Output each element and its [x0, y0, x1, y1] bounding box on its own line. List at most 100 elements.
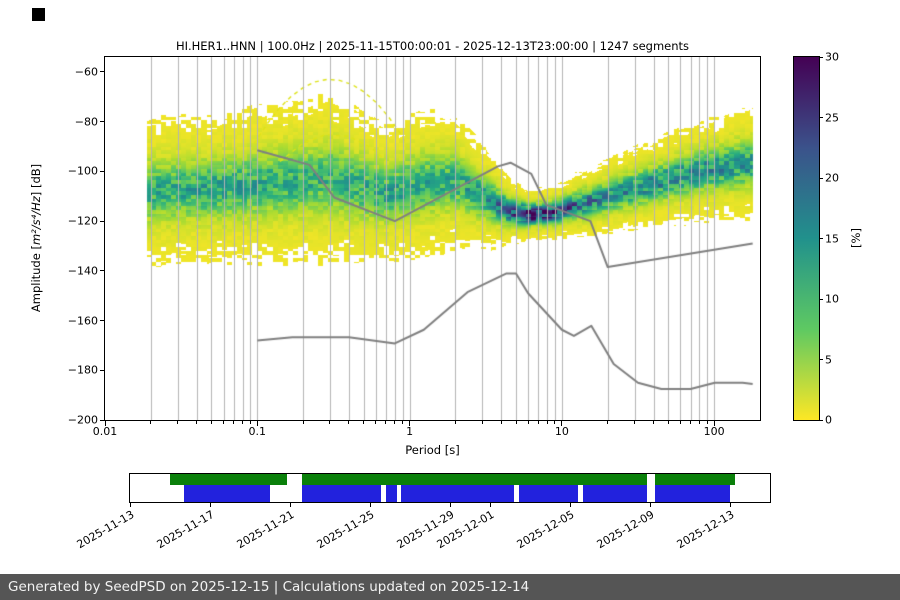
corner-artifact — [32, 8, 45, 21]
timeline-data-segment-green — [654, 474, 735, 485]
x-minor-tick — [500, 421, 502, 424]
x-tick — [256, 421, 258, 426]
y-tick-label: −140 — [67, 264, 98, 278]
y-axis-label-suffix: ] [dB] — [29, 163, 43, 197]
colorbar-label: [%] — [849, 228, 863, 248]
x-tick-label: 0.1 — [248, 425, 267, 438]
timeline-psd-segment-blue — [519, 485, 578, 502]
y-tick — [100, 170, 104, 172]
x-minor-tick — [375, 421, 377, 424]
timeline-date-label: 2025-11-17 — [154, 508, 217, 552]
timeline-data-segment-green — [301, 474, 648, 485]
x-minor-tick — [177, 421, 179, 424]
y-tick-label: −80 — [74, 115, 98, 129]
colorbar-tick — [819, 238, 823, 239]
ppsd-heatmap-canvas — [105, 57, 760, 420]
y-tick — [100, 220, 104, 222]
y-tick — [100, 121, 104, 123]
timeline-tick — [209, 503, 211, 507]
colorbar-tick-label: 10 — [825, 292, 839, 306]
x-minor-tick — [653, 421, 655, 424]
colorbar — [793, 56, 820, 421]
x-tick — [713, 421, 715, 426]
colorbar-tick — [819, 117, 823, 118]
x-minor-tick — [515, 421, 517, 424]
x-minor-tick — [546, 421, 548, 424]
x-tick-label: 0.01 — [92, 425, 118, 438]
y-axis-label-math: m²/s⁴/Hz — [29, 196, 43, 246]
y-tick — [100, 369, 104, 371]
y-tick — [100, 71, 104, 73]
timeline-date-label: 2025-12-09 — [594, 508, 657, 552]
colorbar-tick-label: 30 — [825, 50, 839, 64]
timeline-date-label: 2025-11-21 — [234, 508, 297, 552]
x-minor-tick — [537, 421, 539, 424]
x-minor-tick — [223, 421, 224, 424]
x-minor-tick — [363, 421, 365, 424]
x-tick-label: 1 — [406, 425, 414, 438]
y-axis-label: Amplitude [m²/s⁴/Hz] [dB] — [29, 164, 43, 312]
x-minor-tick — [454, 421, 456, 424]
y-tick — [100, 270, 104, 272]
plot-area — [104, 56, 761, 421]
x-tick — [409, 421, 411, 426]
y-tick-label: −200 — [67, 413, 98, 427]
x-minor-tick — [667, 421, 669, 424]
timeline-date-label: 2025-12-05 — [514, 508, 577, 552]
x-tick-label: 100 — [703, 425, 725, 438]
timeline-date-label: 2025-11-25 — [314, 508, 377, 552]
x-tick — [104, 421, 106, 426]
x-minor-tick — [302, 421, 304, 424]
x-minor-tick — [233, 421, 235, 424]
x-tick — [561, 421, 563, 426]
timeline-date-label: 2025-12-13 — [674, 508, 737, 552]
timeline-data-segment-green — [170, 474, 287, 485]
timeline-tick — [729, 503, 731, 507]
x-minor-tick — [150, 421, 152, 424]
x-minor-tick — [698, 421, 700, 424]
colorbar-tick — [819, 298, 823, 300]
timeline-psd-segment-blue — [400, 485, 514, 502]
x-minor-tick — [554, 421, 556, 424]
x-minor-tick — [394, 421, 396, 424]
y-tick — [100, 320, 104, 322]
x-minor-tick — [679, 421, 681, 424]
x-minor-tick — [481, 421, 483, 424]
colorbar-tick-label: 25 — [825, 111, 839, 124]
y-tick-label: −120 — [67, 214, 98, 228]
timeline-tick — [369, 503, 371, 507]
timeline-tick — [649, 503, 651, 507]
timeline-tick — [289, 503, 291, 507]
timeline-tick — [489, 503, 491, 507]
x-minor-tick — [706, 421, 708, 424]
x-minor-tick — [249, 421, 251, 424]
x-minor-tick — [607, 421, 609, 424]
x-minor-tick — [329, 421, 331, 424]
y-tick-label: −60 — [74, 65, 98, 79]
colorbar-tick — [819, 419, 823, 421]
timeline-date-label: 2025-11-13 — [74, 508, 137, 552]
x-minor-tick — [690, 421, 692, 424]
y-tick-label: −100 — [67, 164, 98, 178]
y-tick-label: −160 — [67, 314, 98, 328]
colorbar-tick-label: 20 — [825, 171, 839, 185]
chart-title: HI.HER1..HNN | 100.0Hz | 2025-11-15T00:0… — [175, 39, 690, 53]
coverage-timeline — [129, 473, 771, 503]
colorbar-tick-label: 5 — [825, 353, 832, 366]
footer-text: Generated by SeedPSD on 2025-12-15 | Cal… — [8, 579, 530, 595]
y-tick — [100, 419, 104, 421]
x-minor-tick — [348, 421, 350, 424]
timeline-tick — [449, 503, 451, 507]
timeline-psd-segment-blue — [654, 485, 731, 502]
x-minor-tick — [210, 421, 212, 424]
x-axis-label: Period [s] — [405, 443, 460, 457]
timeline-tick — [129, 503, 131, 507]
y-tick-label: −180 — [67, 363, 98, 377]
x-tick-label: 10 — [554, 425, 569, 438]
x-minor-tick — [196, 421, 198, 424]
footer-bar: Generated by SeedPSD on 2025-12-15 | Cal… — [0, 574, 900, 600]
timeline-tick — [569, 503, 571, 507]
x-minor-tick — [634, 421, 636, 424]
colorbar-tick-label: 0 — [825, 413, 832, 427]
timeline-psd-segment-blue — [301, 485, 381, 502]
